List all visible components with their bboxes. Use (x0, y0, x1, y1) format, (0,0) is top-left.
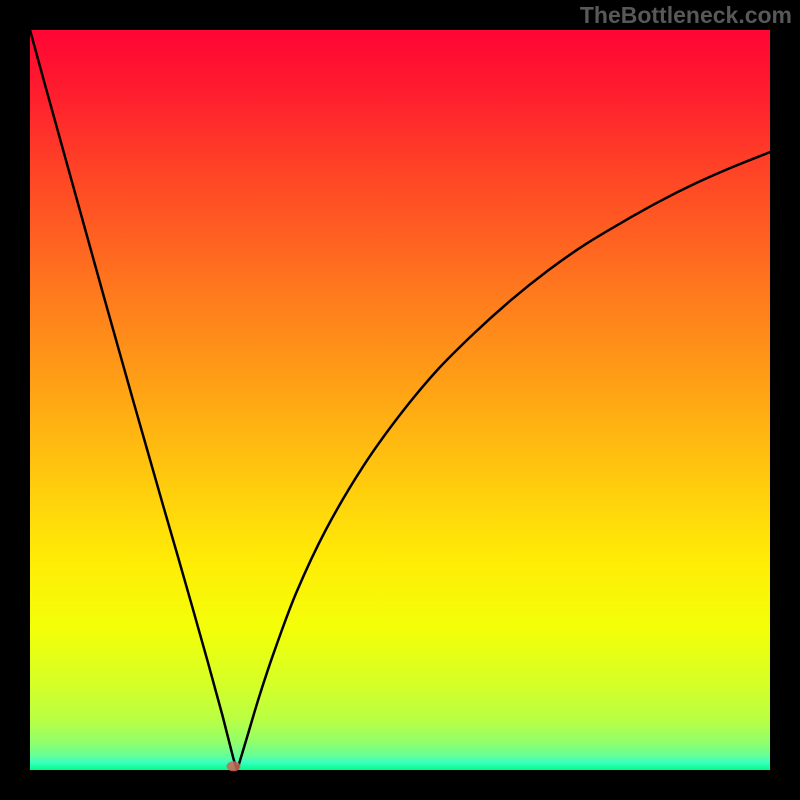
optimal-point-marker (227, 761, 241, 771)
chart-container: TheBottleneck.com (0, 0, 800, 800)
chart-svg (0, 0, 800, 800)
plot-gradient-background (30, 30, 770, 770)
watermark-text: TheBottleneck.com (580, 2, 792, 29)
